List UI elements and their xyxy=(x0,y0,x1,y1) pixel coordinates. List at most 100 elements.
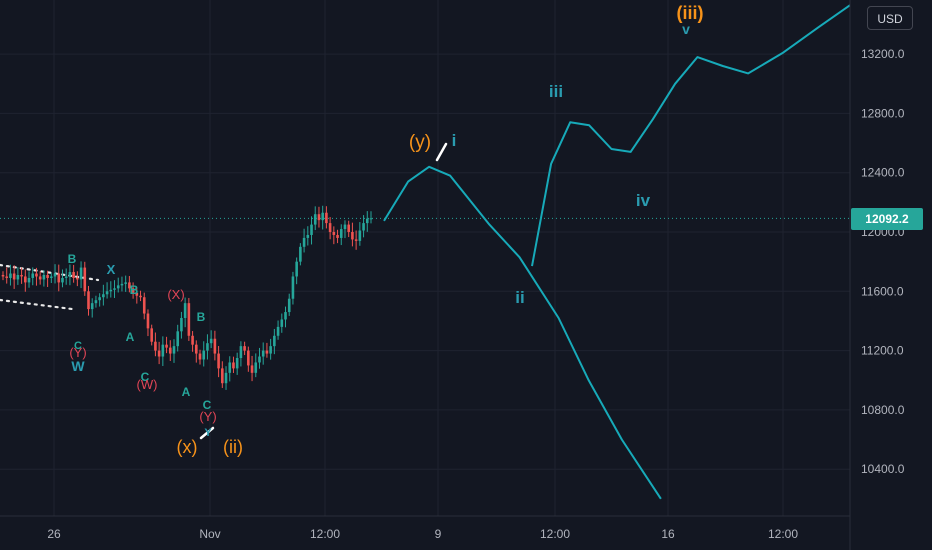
candle-body xyxy=(295,261,298,277)
wave-label: (Y) xyxy=(69,345,86,360)
candle-body xyxy=(239,346,243,359)
candle-body xyxy=(76,277,79,280)
candle-body xyxy=(61,277,64,283)
candle-body xyxy=(209,338,213,344)
candle-body xyxy=(250,365,254,373)
candle-body xyxy=(131,288,135,293)
candle-body xyxy=(362,223,365,231)
candle-body xyxy=(90,303,94,310)
candle-body xyxy=(369,218,373,220)
wave-label: i xyxy=(452,131,457,150)
candle-body xyxy=(354,239,358,241)
candle-body xyxy=(109,289,113,292)
wave-label: (iii) xyxy=(677,3,704,23)
currency-button[interactable]: USD xyxy=(867,6,913,30)
last-price-tag: 12092.2 xyxy=(851,208,923,230)
chart-grid xyxy=(0,0,850,516)
candle-body xyxy=(120,283,124,286)
candle-body xyxy=(50,276,53,278)
candle-body xyxy=(191,335,194,345)
candle-body xyxy=(180,317,183,332)
candle-body xyxy=(317,214,321,221)
wave-label: iv xyxy=(636,191,651,210)
x-tick-label: 12:00 xyxy=(310,527,340,541)
wave-label: A xyxy=(126,330,135,344)
candle-body xyxy=(157,350,161,357)
wave-label: (ii) xyxy=(223,437,243,457)
chart-axes: 10400.010800.011200.011600.012000.012400… xyxy=(0,0,905,550)
candle-body xyxy=(42,274,46,280)
candle-body xyxy=(269,346,272,354)
wave-markers xyxy=(199,142,448,440)
candle-body xyxy=(213,338,217,354)
candle-body xyxy=(94,300,98,304)
wave-label: (y) xyxy=(409,132,431,153)
wave-label: W xyxy=(71,358,85,374)
candle-body xyxy=(280,319,284,327)
wave-label: A xyxy=(182,385,191,399)
candle-body xyxy=(351,232,354,240)
candle-body xyxy=(98,297,101,301)
candle-body xyxy=(336,234,339,238)
candle-body xyxy=(150,328,153,342)
candle-body xyxy=(265,350,269,354)
y-tick-label: 11600.0 xyxy=(861,284,904,298)
candle-body xyxy=(154,341,157,351)
projection-path-decline xyxy=(383,165,662,500)
candle-body xyxy=(116,285,120,289)
candle-body xyxy=(124,282,127,284)
wave-label: C xyxy=(141,370,150,384)
x-tick-label: Nov xyxy=(199,527,220,541)
x-tick-label: 26 xyxy=(47,527,61,541)
candle-body xyxy=(276,326,280,336)
candle-body xyxy=(224,372,228,384)
wave-label: C xyxy=(74,340,82,352)
candle-body xyxy=(5,276,9,278)
candle-body xyxy=(206,343,209,351)
candle-body xyxy=(68,272,72,277)
candle-body xyxy=(102,294,105,298)
candle-body xyxy=(358,230,362,241)
wave-label: (Y) xyxy=(199,409,216,424)
candle-body xyxy=(38,276,42,280)
candle-body xyxy=(35,273,38,277)
y-tick-label: 10800.0 xyxy=(861,403,905,417)
candle-body xyxy=(176,331,180,347)
candle-body xyxy=(31,273,35,278)
candle-body xyxy=(365,218,369,224)
wedge-lower-line xyxy=(0,298,74,311)
candle-body xyxy=(57,273,61,283)
candle-body xyxy=(343,224,347,230)
candle-body xyxy=(183,303,187,318)
candle-body xyxy=(347,224,350,232)
wave-label: (X) xyxy=(167,287,184,302)
wave-label: v xyxy=(682,21,690,37)
candle-body xyxy=(221,368,224,384)
candle-body xyxy=(187,303,191,336)
candle-body xyxy=(165,344,168,348)
x-tick-label: 16 xyxy=(661,527,675,541)
wedge-upper-line xyxy=(0,263,100,282)
wave-label: B xyxy=(68,252,77,266)
wave-label: X xyxy=(107,262,116,277)
candle-body xyxy=(142,297,146,314)
wave-label: (x) xyxy=(177,437,198,457)
y-tick-label: 10400.0 xyxy=(861,462,905,476)
y-tick-label: 11200.0 xyxy=(861,344,904,358)
wave-end-marker xyxy=(435,142,448,162)
candle-body xyxy=(202,350,206,360)
candle-body xyxy=(247,350,250,366)
candle-body xyxy=(72,272,75,278)
candle-body xyxy=(310,224,313,235)
candle-body xyxy=(261,350,265,357)
candle-body xyxy=(24,276,27,283)
wave-label: B xyxy=(197,310,206,324)
x-tick-label: 12:00 xyxy=(540,527,570,541)
wedge-trendlines xyxy=(0,263,100,311)
candle-body xyxy=(168,347,172,354)
candle-body xyxy=(325,212,328,224)
candle-body xyxy=(79,267,83,280)
candle-body xyxy=(1,274,5,277)
